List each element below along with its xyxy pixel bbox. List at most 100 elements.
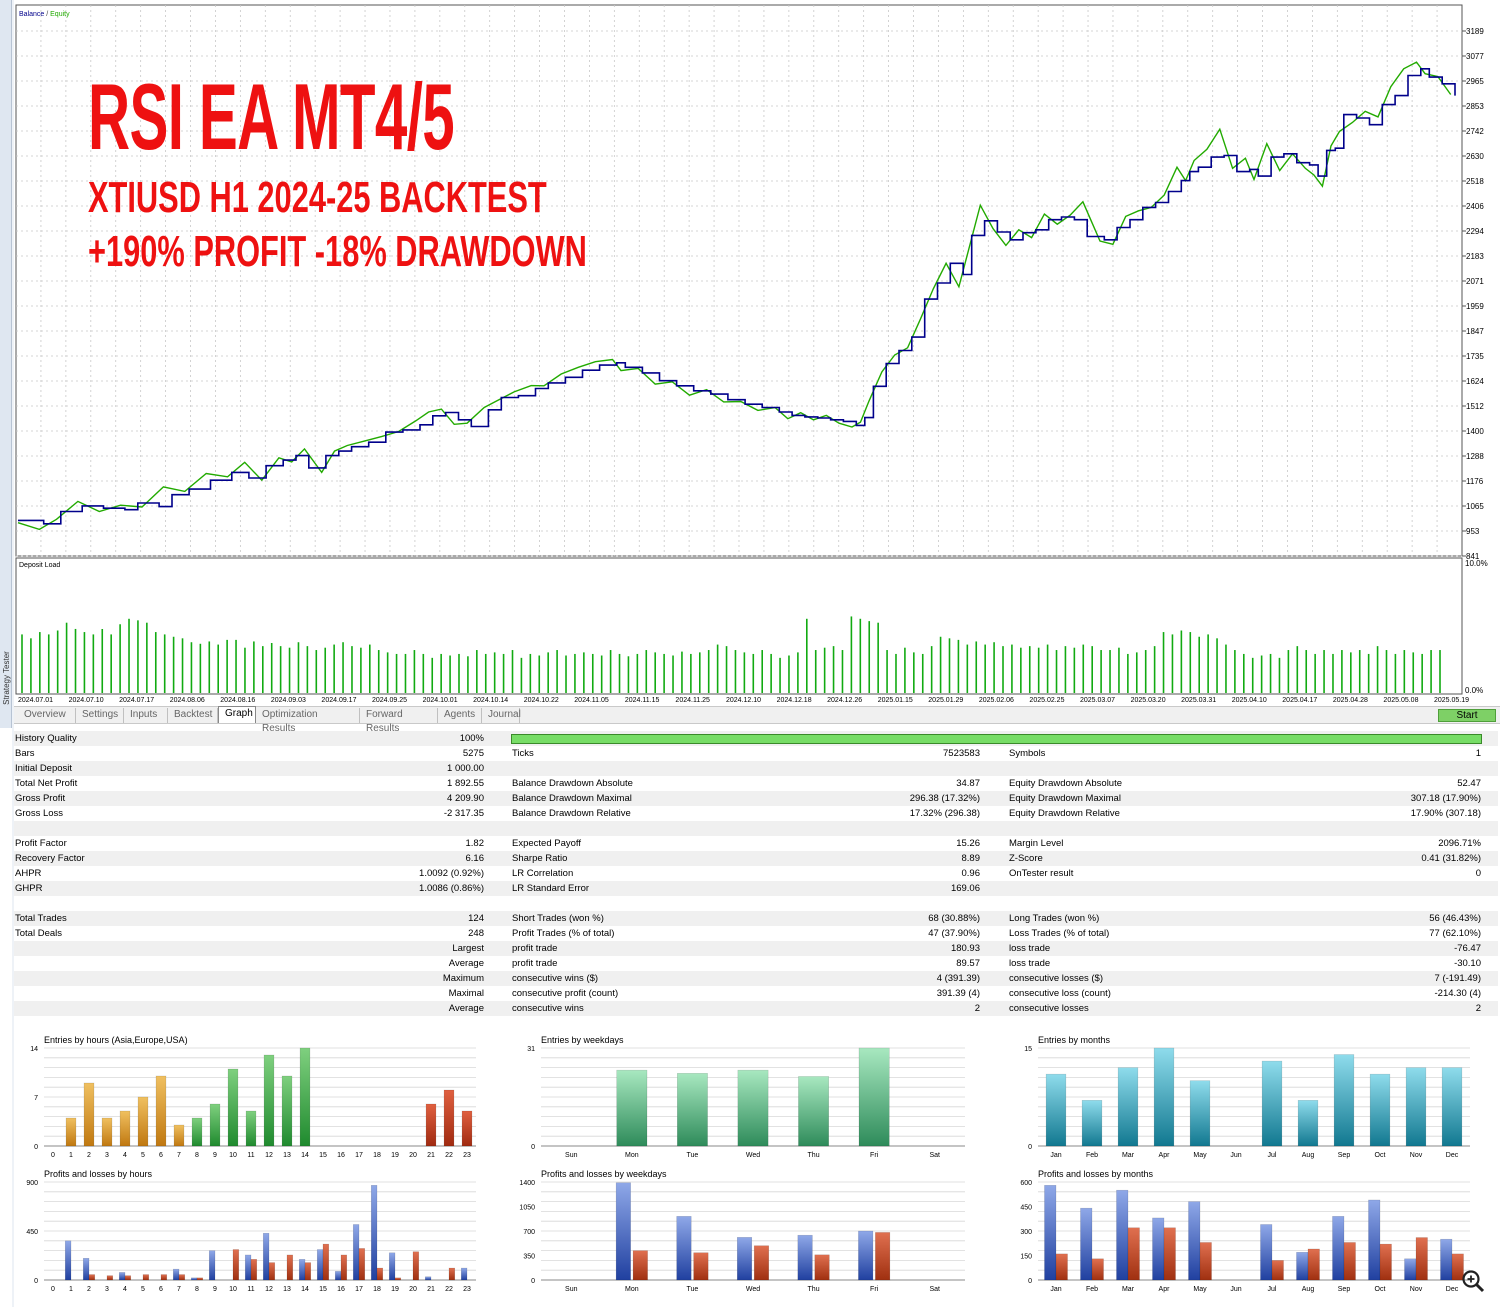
y-tick-label: 2294 xyxy=(1466,227,1484,236)
loss-bar xyxy=(106,1275,114,1281)
y-tick-label: 1847 xyxy=(1466,327,1484,336)
report-label: OnTester result xyxy=(1009,868,1074,879)
report-value: 17.90% (307.18) xyxy=(1410,808,1481,819)
report-label: Balance Drawdown Relative xyxy=(512,808,631,819)
entries-bar xyxy=(227,1068,239,1147)
report-value: 52.47 xyxy=(1457,778,1481,789)
y-tick-label: 2183 xyxy=(1466,252,1484,261)
tab-journal[interactable]: Journal xyxy=(482,708,521,723)
profit-bar xyxy=(388,1252,396,1281)
tab-overview[interactable]: Overview xyxy=(18,708,76,723)
report-value: 2096.71% xyxy=(1438,838,1481,849)
mini-x-label: Feb xyxy=(1086,1152,1098,1159)
mini-x-label: 16 xyxy=(337,1286,345,1293)
x-axis-label: 2024.07.10 xyxy=(69,697,104,704)
profit-bar xyxy=(208,1250,216,1281)
profit-bar xyxy=(64,1240,72,1281)
side-panel: Strategy Tester xyxy=(0,0,12,728)
mini-x-label: Mon xyxy=(625,1152,639,1159)
entries-bar xyxy=(737,1069,769,1147)
profit-bar xyxy=(676,1216,692,1281)
x-axis-label: 2024.09.25 xyxy=(372,697,407,704)
x-axis-label: 2024.10.14 xyxy=(473,697,508,704)
loss-bar xyxy=(1307,1248,1320,1281)
tab-backtest[interactable]: Backtest xyxy=(168,708,218,723)
tab-agents[interactable]: Agents xyxy=(438,708,482,723)
y-tick-label: 1065 xyxy=(1466,502,1484,511)
report-label: LR Correlation xyxy=(512,868,574,879)
start-button[interactable]: Start xyxy=(1438,709,1496,722)
mini-y-label: 0 xyxy=(531,1144,535,1151)
report-label: loss trade xyxy=(1009,958,1051,969)
mini-x-label: Thu xyxy=(808,1152,820,1159)
report-value: 6.16 xyxy=(465,853,485,864)
promo-subtitle: XTIUSD H1 2024-25 BACKTEST xyxy=(88,173,547,222)
report-label: Sharpe Ratio xyxy=(512,853,568,864)
report-label: Equity Drawdown Absolute xyxy=(1009,778,1123,789)
report-value: 0.41 (31.82%) xyxy=(1421,853,1481,864)
x-axis-label: 2024.08.06 xyxy=(170,697,205,704)
mini-y-label: 900 xyxy=(26,1180,38,1187)
report-label: Balance Drawdown Maximal xyxy=(512,793,632,804)
y-tick-label: 2965 xyxy=(1466,77,1484,86)
report-label: Equity Drawdown Relative xyxy=(1009,808,1120,819)
profit-bar xyxy=(316,1249,324,1281)
report-label: Short Trades (won %) xyxy=(512,913,604,924)
mini-x-label: 1 xyxy=(69,1286,73,1293)
tab-settings[interactable]: Settings xyxy=(76,708,124,723)
y-tick-label: 2518 xyxy=(1466,177,1484,186)
mini-x-label: 8 xyxy=(195,1152,199,1159)
mini-x-label: 14 xyxy=(301,1286,309,1293)
tab-graph[interactable]: Graph xyxy=(218,706,256,723)
y-tick-label: 3077 xyxy=(1466,52,1484,61)
report-value: 1 892.55 xyxy=(447,778,484,789)
mini-x-label: Jan xyxy=(1050,1152,1061,1159)
mini-x-label: May xyxy=(1193,1286,1207,1293)
deposit-load-max: 10.0% xyxy=(1465,559,1488,568)
x-axis-label: 2025.02.25 xyxy=(1029,697,1064,704)
entries-bar xyxy=(245,1110,257,1147)
report-value: 4 (391.39) xyxy=(936,973,980,984)
loss-bar xyxy=(286,1254,294,1281)
report-value: 56 (46.43%) xyxy=(1429,913,1481,924)
mini-x-label: 10 xyxy=(229,1152,237,1159)
mini-x-label: Tue xyxy=(687,1286,699,1293)
zoom-icon[interactable] xyxy=(1460,1268,1486,1294)
tab-forward-results[interactable]: Forward Results xyxy=(360,708,438,734)
y-tick-label: 1512 xyxy=(1466,402,1484,411)
report-value: 0.96 xyxy=(961,868,981,879)
report-label: consecutive losses xyxy=(1009,1003,1089,1014)
mini-x-label: 10 xyxy=(229,1286,237,1293)
entries-bar xyxy=(173,1124,185,1147)
mini-x-label: 15 xyxy=(319,1152,327,1159)
report-row: Average consecutive wins 2 consecutive loss… xyxy=(14,1001,1498,1016)
mini-x-label: 21 xyxy=(427,1286,435,1293)
loss-bar xyxy=(358,1248,366,1281)
mini-x-label: 9 xyxy=(213,1152,217,1159)
entries-bar xyxy=(1333,1054,1355,1147)
mini-x-label: 4 xyxy=(123,1286,127,1293)
x-axis-label: 2024.07.01 xyxy=(18,697,53,704)
history-quality-row: History Quality 100% xyxy=(14,731,1498,746)
report-value: Average xyxy=(448,958,484,969)
mini-x-label: 20 xyxy=(409,1152,417,1159)
report-value: 1 xyxy=(1475,748,1481,759)
tab-optimization-results[interactable]: Optimization Results xyxy=(256,708,360,734)
x-axis-label: 2025.05.08 xyxy=(1383,697,1418,704)
mini-x-label: Feb xyxy=(1086,1286,1098,1293)
loss-bar xyxy=(632,1250,648,1281)
mini-x-label: Apr xyxy=(1159,1152,1171,1159)
mini-x-label: Sep xyxy=(1338,1286,1351,1293)
report-row xyxy=(14,821,1498,836)
mini-x-label: Nov xyxy=(1410,1152,1423,1159)
tester-tabs: Start Overview Settings Inputs Backtest Grap… xyxy=(14,706,1500,734)
loss-bar xyxy=(268,1262,276,1281)
report-value: Maximum xyxy=(442,973,484,984)
history-quality-bar xyxy=(511,734,1482,744)
tab-inputs[interactable]: Inputs xyxy=(124,708,168,723)
entries-bar xyxy=(191,1117,203,1147)
profit-bar xyxy=(1368,1199,1381,1281)
entries-bar xyxy=(1441,1067,1463,1147)
loss-bar xyxy=(340,1254,348,1281)
report-value: 34.87 xyxy=(956,778,980,789)
